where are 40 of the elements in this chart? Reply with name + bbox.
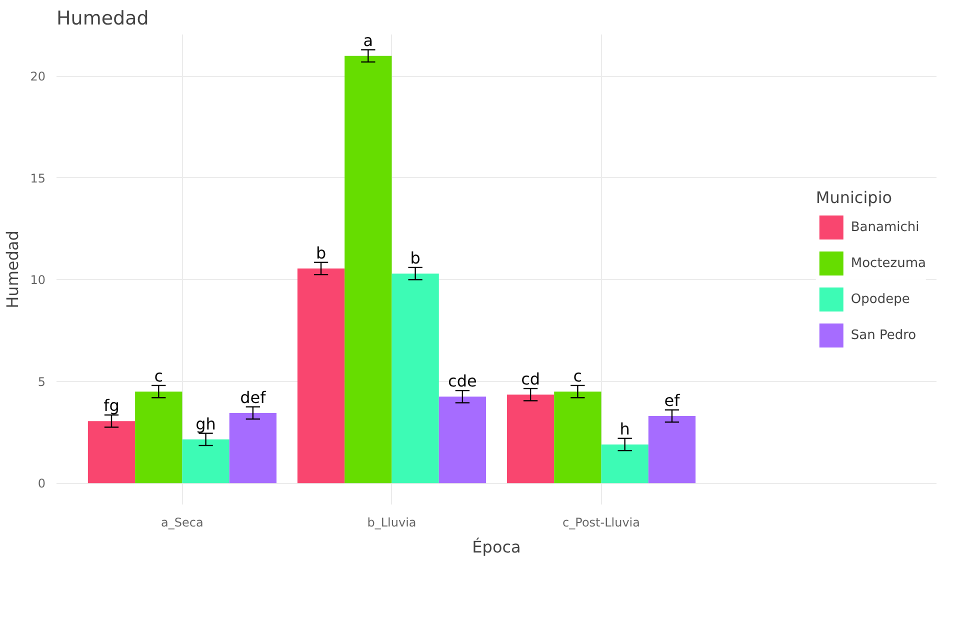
- x-tick-label: a_Seca: [161, 516, 204, 530]
- bar: [601, 444, 648, 484]
- chart-title: Humedad: [56, 8, 149, 30]
- data-label: h: [620, 419, 630, 438]
- data-label: c: [573, 366, 582, 386]
- data-label: def: [240, 388, 266, 407]
- y-tick-label: 10: [30, 273, 46, 288]
- y-tick-label: 5: [38, 374, 46, 389]
- data-label: gh: [196, 414, 216, 434]
- y-axis-title: Humedad: [3, 230, 22, 308]
- bar: [648, 416, 696, 484]
- bar: [229, 412, 276, 484]
- y-tick-label: 15: [30, 171, 46, 186]
- data-label: ef: [664, 390, 680, 410]
- legend-label: Moctezuma: [850, 256, 926, 270]
- data-label: b: [316, 243, 326, 262]
- bar: [182, 439, 230, 484]
- bar: [135, 392, 182, 484]
- legend-label: San Pedro: [850, 328, 916, 342]
- bar: [438, 396, 486, 484]
- legend-title: Municipio: [816, 188, 894, 207]
- x-tick-label: c_Post-Lluvia: [562, 516, 640, 530]
- x-axis-title: Época: [472, 538, 521, 556]
- data-label: cde: [448, 372, 477, 391]
- bar: [392, 274, 439, 484]
- data-label: b: [410, 248, 420, 268]
- bar: [297, 268, 345, 484]
- x-tick-label: b_Lluvia: [367, 516, 416, 530]
- bar: [506, 394, 554, 484]
- data-label: fg: [104, 396, 120, 415]
- legend-label: Banamichi: [850, 220, 920, 234]
- data-label: cd: [521, 370, 540, 389]
- bar: [554, 392, 602, 484]
- bar: [344, 56, 392, 484]
- y-tick-label: 20: [30, 70, 46, 84]
- y-tick-label: 0: [38, 476, 46, 491]
- data-label: c: [154, 366, 164, 386]
- legend-label: Opodepe: [850, 292, 910, 306]
- bar: [88, 421, 136, 484]
- data-label: a: [363, 30, 374, 50]
